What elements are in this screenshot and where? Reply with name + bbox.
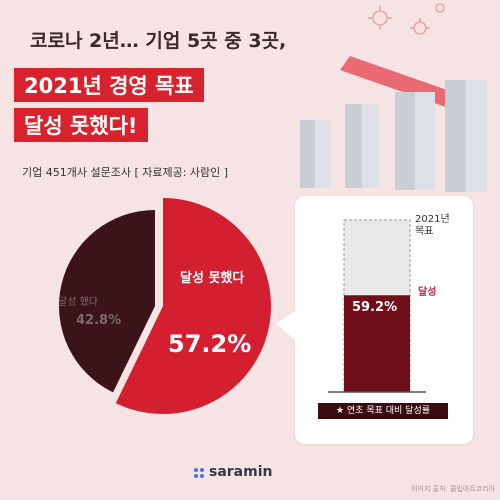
pie-slice-missed [115, 198, 271, 414]
building-icon [300, 80, 487, 192]
pie-slice-label-missed: 달성 못했다 [180, 271, 245, 286]
callout-pointer [276, 307, 300, 345]
pie-chart [58, 198, 300, 414]
survey-note: 기업 451개사 설문조사 [ 자료제공: 사람인 ] [22, 166, 229, 179]
bar-chart [328, 219, 426, 393]
bar-category-label: 달성 [418, 287, 437, 298]
bar-target-label: 2021년 목표 [415, 214, 450, 237]
headline-line-2: 2021년 경영 목표 [14, 68, 204, 102]
bar-value-label: 59.2% [352, 300, 398, 315]
pie-slice-value-missed: 57.2% [168, 330, 252, 358]
pie-slice-label-achieved: 달성 했다 [58, 297, 98, 308]
pie-slice-value-achieved: 42.8% [76, 313, 122, 328]
pie-slice-achieved [58, 210, 155, 393]
saramin-logo-icon [194, 468, 204, 478]
virus-icon [368, 3, 445, 35]
bar-achieved [344, 295, 410, 392]
bar-axis-caption: ★ 연초 목표 대비 달성률 [318, 403, 448, 419]
headline-line-1: 코로나 2년… 기업 5곳 중 3곳, [30, 30, 287, 52]
saramin-logo: saramin [209, 464, 273, 480]
headline-line-3: 달성 못했다! [14, 108, 148, 142]
bar-axis-caption-text: 연초 목표 대비 달성률 [346, 406, 431, 416]
image-source-note: 이미지 출처: 클립아트코리아 [411, 485, 496, 493]
